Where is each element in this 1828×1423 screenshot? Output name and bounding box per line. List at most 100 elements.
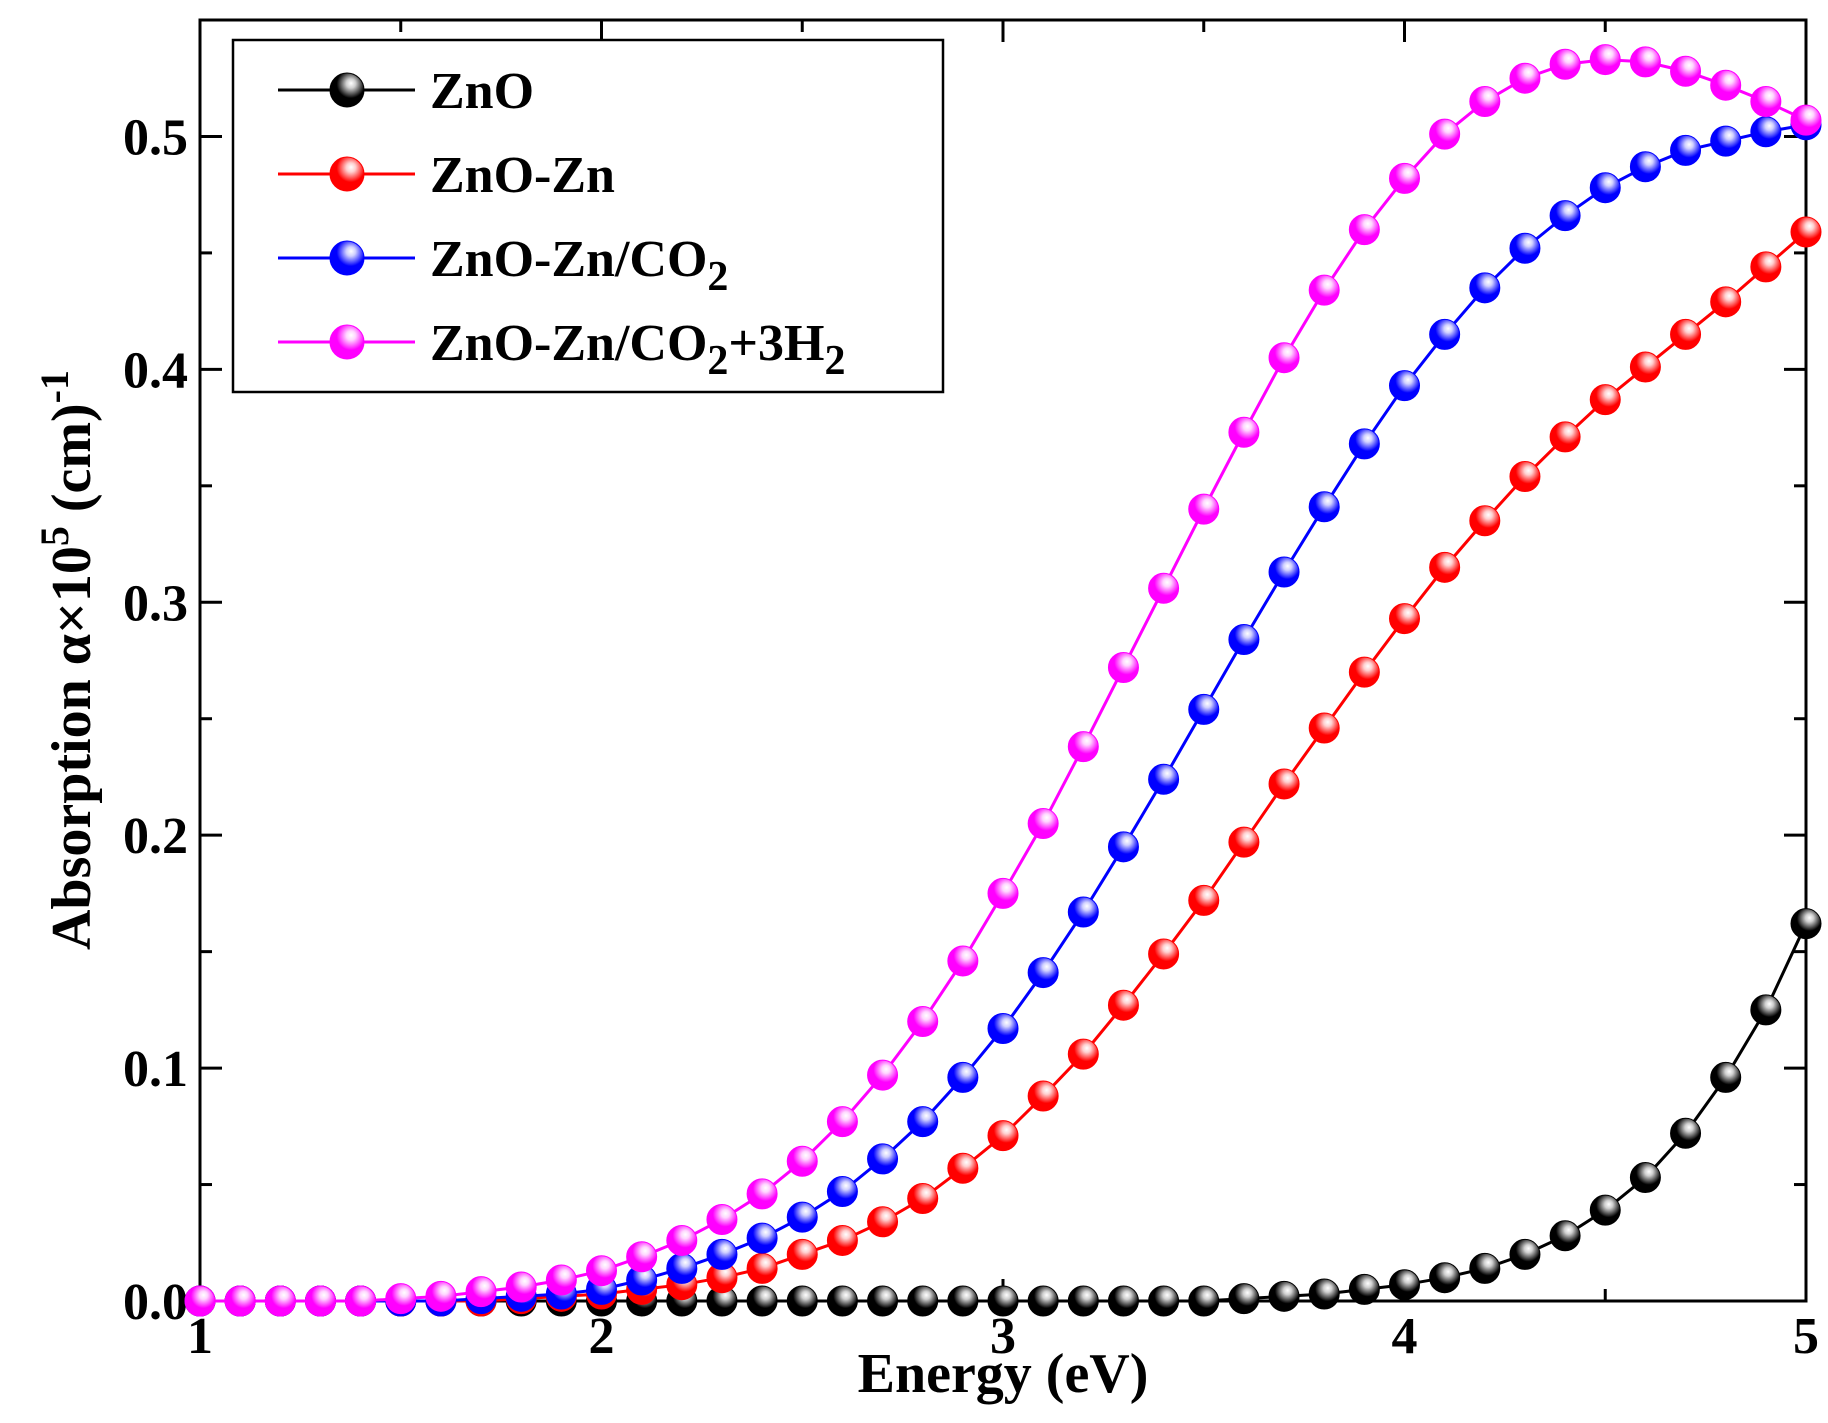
y-axis-title-main: Absorption α×10 (41, 546, 103, 950)
legend-subscript: 2 (707, 338, 728, 384)
data-point (1589, 172, 1621, 204)
data-point (746, 1285, 778, 1317)
data-point (1790, 216, 1822, 248)
legend-label: ZnO-Zn/CO2 (430, 231, 728, 300)
data-point (1107, 651, 1139, 683)
data-point (1027, 957, 1059, 989)
data-point (1107, 831, 1139, 863)
legend-subscript: 2 (707, 254, 728, 300)
data-point (1107, 989, 1139, 1021)
data-point (1308, 491, 1340, 523)
data-point (1629, 151, 1661, 183)
data-point (907, 1285, 939, 1317)
data-point (1710, 69, 1742, 101)
data-point (907, 1006, 939, 1038)
data-point (1429, 551, 1461, 583)
data-point (1750, 994, 1782, 1026)
data-point (786, 1238, 818, 1270)
data-point (224, 1285, 256, 1317)
data-point (1670, 134, 1702, 166)
data-point (465, 1276, 497, 1308)
data-point (1710, 1061, 1742, 1093)
data-point (1228, 826, 1260, 858)
data-point (826, 1285, 858, 1317)
data-point (1629, 46, 1661, 78)
data-point (1469, 1252, 1501, 1284)
legend-label: ZnO-Zn (430, 147, 615, 204)
data-point (1589, 1194, 1621, 1226)
data-point (1188, 493, 1220, 525)
data-point (505, 1271, 537, 1303)
x-tick-label: 2 (589, 1308, 615, 1365)
data-point (1629, 351, 1661, 383)
data-point (867, 1143, 899, 1175)
legend-item: ZnO-Zn/CO2+3H2 (278, 315, 846, 384)
data-point (1268, 1280, 1300, 1312)
data-point (1670, 55, 1702, 87)
data-point (1148, 1285, 1180, 1317)
data-point (1308, 274, 1340, 306)
y-axis-title-unit-exp: -1 (32, 370, 77, 403)
data-point (907, 1106, 939, 1138)
y-tick-label: 0.3 (123, 575, 188, 632)
data-point (1268, 768, 1300, 800)
data-point (1148, 763, 1180, 795)
data-point (987, 1120, 1019, 1152)
data-point (1348, 214, 1380, 246)
data-point (947, 1285, 979, 1317)
data-point (1389, 162, 1420, 194)
data-point (987, 1012, 1019, 1044)
data-point (1549, 421, 1581, 453)
data-point (1389, 603, 1420, 635)
data-point (1188, 693, 1220, 725)
data-point (706, 1238, 738, 1270)
data-point (1148, 572, 1180, 604)
series-layer (184, 44, 1822, 1317)
data-point (1549, 48, 1581, 80)
data-point (867, 1285, 899, 1317)
data-point (1027, 1285, 1059, 1317)
data-point (706, 1203, 738, 1235)
data-point (786, 1145, 818, 1177)
legend-label-rest: +3H (728, 315, 824, 372)
data-point (264, 1285, 296, 1317)
data-point (987, 877, 1019, 909)
data-point (1348, 428, 1380, 460)
data-point (786, 1201, 818, 1233)
data-point (1348, 656, 1380, 688)
x-axis-title: Energy (eV) (858, 1343, 1149, 1405)
data-point (1469, 272, 1501, 304)
data-point (1509, 232, 1541, 264)
data-point (1067, 896, 1099, 928)
legend-subscript: 2 (825, 338, 846, 384)
data-point (867, 1206, 899, 1238)
data-point (1429, 1262, 1461, 1294)
data-point (1228, 1283, 1260, 1315)
data-point (1509, 62, 1541, 94)
y-tick-label: 0.1 (123, 1041, 188, 1098)
data-point (304, 1285, 336, 1317)
legend-label-main: ZnO (430, 63, 534, 120)
data-point (1750, 86, 1782, 118)
data-point (1429, 118, 1461, 150)
data-point (826, 1224, 858, 1256)
data-point (746, 1222, 778, 1254)
legend-label-main: ZnO-Zn (430, 147, 615, 204)
data-point (1268, 342, 1300, 374)
legend-marker (329, 240, 365, 276)
data-point (1308, 1278, 1340, 1310)
series-zno (184, 908, 1822, 1317)
data-point (1469, 86, 1501, 118)
data-point (1107, 1285, 1139, 1317)
data-point (1067, 1285, 1099, 1317)
data-point (1148, 938, 1180, 970)
legend-marker (329, 72, 365, 108)
legend-item: ZnO-Zn/CO2 (278, 231, 728, 300)
data-point (586, 1255, 617, 1287)
data-point (1067, 1038, 1099, 1070)
data-point (826, 1106, 858, 1138)
data-point (746, 1252, 778, 1284)
data-point (1188, 1285, 1220, 1317)
data-point (1027, 808, 1059, 840)
y-tick-label: 0.5 (123, 109, 188, 166)
